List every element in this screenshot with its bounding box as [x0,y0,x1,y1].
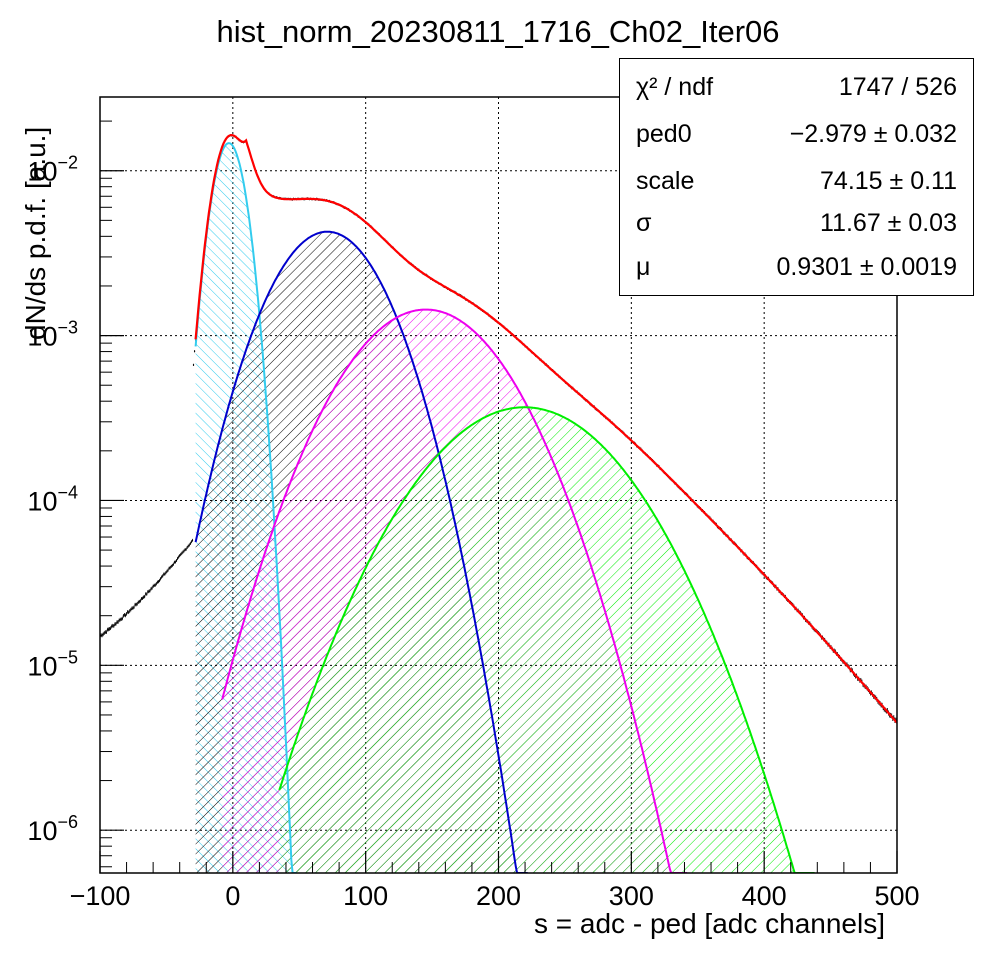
chart-title: hist_norm_20230811_1716_Ch02_Iter06 [216,14,780,49]
y-tick-label: 10−5 [27,647,78,681]
y-tick-labels: 10−6 10−5 10−4 10−3 10−2 [27,153,78,846]
x-tick-label: 200 [476,881,521,911]
stat-value-ped0: −2.979 ± 0.032 [789,120,957,148]
stat-row-mu: μ 0.9301 ± 0.0019 [636,245,957,291]
stat-label-ped0: ped0 [636,120,692,148]
component-curve-3pe [278,406,815,873]
x-tick-label: 300 [609,881,654,911]
x-tick-label: 400 [742,881,787,911]
stat-label-sigma: σ [636,209,652,237]
stat-label-mu: μ [636,253,651,281]
x-tick-label: −100 [70,881,131,911]
stat-row-ped0: ped0 −2.979 ± 0.032 [636,112,957,158]
component-fills [195,143,815,873]
stat-value-mu: 0.9301 ± 0.0019 [776,253,957,281]
y-axis-label: dN/ds p.d.f. [a.u.] [20,126,51,340]
x-tick-label: 0 [225,881,240,911]
axis-ticks [99,120,898,873]
stat-value-chi2: 1747 / 526 [838,73,957,101]
y-tick-label: 10−3 [27,318,78,352]
component-fill-3pe [279,407,815,873]
component-curve-2pe [221,308,688,873]
stat-value-scale: 74.15 ± 0.11 [820,167,957,195]
stat-row-sigma: σ 11.67 ± 0.03 [636,201,957,247]
fit-stats-box: χ² / ndf 1747 / 526 ped0 −2.979 ± 0.032 … [619,58,974,296]
stat-label-scale: scale [636,167,695,195]
stat-row-chi2: χ² / ndf 1747 / 526 [636,65,957,111]
component-curve-1pe [194,230,528,873]
x-tick-label: 100 [343,881,388,911]
y-tick-label: 10−2 [27,153,78,187]
x-tick-label: 500 [874,881,919,911]
y-tick-label: 10−4 [27,482,78,516]
x-tick-labels: −100 0 100 200 300 400 500 [70,881,920,911]
y-tick-label: 10−6 [27,812,78,846]
x-axis-label: s = adc - ped [adc channels] [534,908,885,939]
fit-curves [194,133,897,873]
total-fit-curve [194,133,897,724]
stat-row-scale: scale 74.15 ± 0.11 [636,159,957,205]
stat-value-sigma: 11.67 ± 0.03 [820,209,957,237]
stat-label-chi2: χ² / ndf [636,73,714,101]
